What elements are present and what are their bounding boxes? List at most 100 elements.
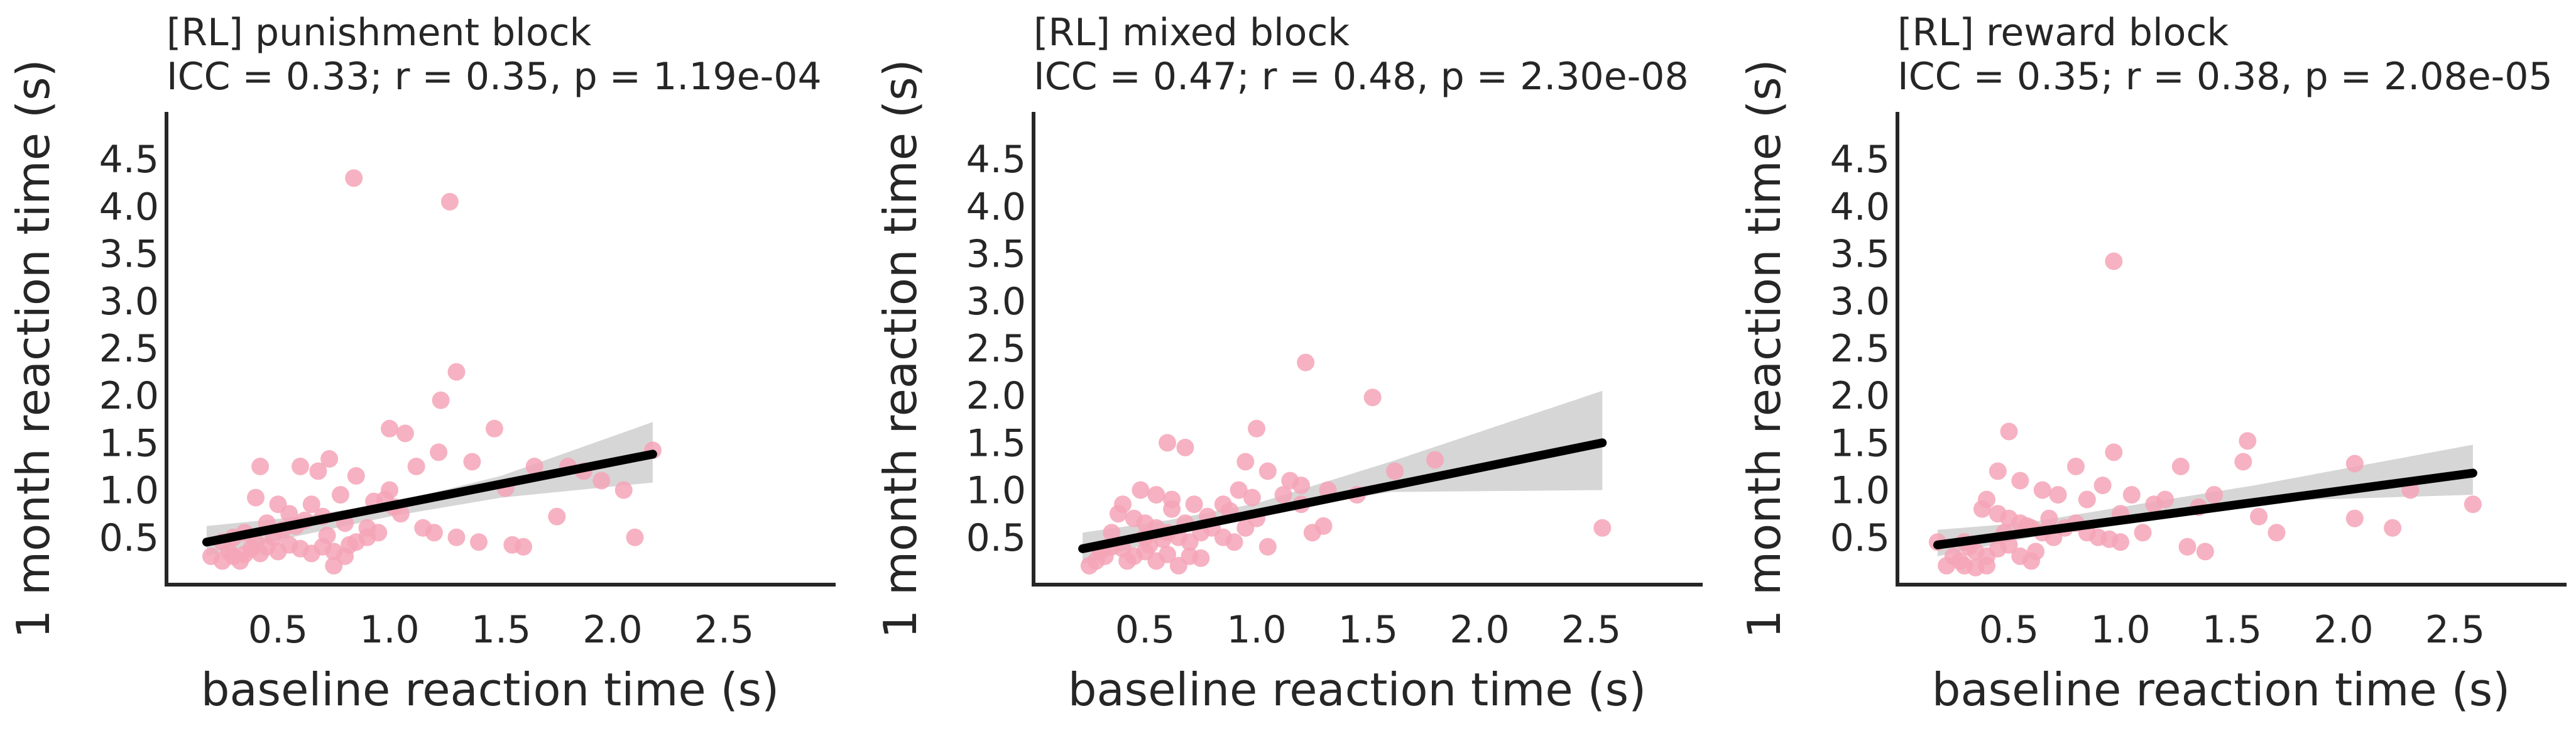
y-tick-label: 1.5 xyxy=(1830,421,1890,465)
x-tick-label: 1.5 xyxy=(2202,608,2262,652)
data-point xyxy=(463,453,481,471)
y-tick-label: 2.5 xyxy=(99,327,159,371)
y-tick-label: 1.0 xyxy=(99,469,159,513)
data-point xyxy=(1274,486,1292,504)
y-tick-label: 4.5 xyxy=(966,138,1026,182)
data-point xyxy=(2122,486,2141,504)
data-point xyxy=(331,486,349,504)
data-point xyxy=(2134,524,2152,542)
data-point xyxy=(2078,490,2096,509)
data-point xyxy=(292,458,309,475)
data-point xyxy=(251,458,270,475)
data-point xyxy=(1192,549,1210,567)
y-tick-label: 4.0 xyxy=(1830,185,1890,229)
data-point xyxy=(320,450,339,468)
data-point xyxy=(1118,552,1137,570)
x-tick-label: 0.5 xyxy=(1979,608,2039,652)
data-point xyxy=(2464,495,2482,514)
y-tick-label: 4.0 xyxy=(99,185,159,229)
y-tick-label: 0.5 xyxy=(966,516,1026,560)
regression-line xyxy=(202,449,657,547)
data-point xyxy=(2156,490,2174,509)
data-point xyxy=(2239,432,2257,450)
data-point xyxy=(247,488,265,507)
data-point xyxy=(1426,451,1444,469)
data-point xyxy=(1363,389,1382,407)
y-tick-label: 3.0 xyxy=(1830,280,1890,324)
data-point xyxy=(345,169,363,187)
x-tick-label: 2.0 xyxy=(1449,608,1509,652)
data-point xyxy=(369,524,388,542)
data-point xyxy=(626,528,644,546)
data-point xyxy=(2171,458,2190,475)
x-tick-label: 2.5 xyxy=(1561,608,1621,652)
data-point xyxy=(341,536,359,554)
data-point xyxy=(1248,419,1265,438)
data-point xyxy=(1292,477,1310,495)
data-point xyxy=(396,424,414,443)
x-tick-label: 0.5 xyxy=(1115,608,1175,652)
regression-line xyxy=(1933,468,2477,549)
x-tick-label: 1.0 xyxy=(2090,608,2150,652)
data-point xyxy=(2000,422,2018,441)
data-point xyxy=(432,391,450,409)
x-tick-label: 2.0 xyxy=(2313,608,2373,652)
y-tick-label: 1.0 xyxy=(966,469,1026,513)
data-point xyxy=(2105,443,2123,461)
y-axis-label: 1 month reaction time (s) xyxy=(1738,59,1791,638)
data-point xyxy=(407,458,425,475)
y-tick-label: 4.5 xyxy=(1830,138,1890,182)
data-point xyxy=(1185,495,1203,514)
y-tick-label: 2.5 xyxy=(966,327,1026,371)
data-point xyxy=(318,526,336,544)
data-point xyxy=(309,462,327,480)
subplot-subtitle: ICC = 0.33; r = 0.35, p = 1.19e-04 xyxy=(166,55,822,99)
data-point xyxy=(2384,519,2402,537)
y-tick-label: 4.0 xyxy=(966,185,1026,229)
x-axis-label: baseline reaction time (s) xyxy=(1932,663,2511,716)
data-point xyxy=(381,419,398,438)
data-point xyxy=(2205,486,2224,504)
subplot-reward-block: [RL] reward block ICC = 0.35; r = 0.38, … xyxy=(1738,11,2567,716)
data-point xyxy=(2345,455,2364,473)
data-point xyxy=(302,495,320,514)
regression-line xyxy=(1078,438,1607,553)
x-axis-label: baseline reaction time (s) xyxy=(1068,663,1647,716)
data-point xyxy=(2040,509,2058,527)
data-point xyxy=(1109,505,1127,523)
data-point xyxy=(1386,462,1404,480)
data-point xyxy=(2049,486,2067,504)
subplot-title: [RL] reward block xyxy=(1897,11,2229,55)
data-point xyxy=(1147,486,1165,504)
y-tick-label: 3.5 xyxy=(966,233,1026,277)
x-tick-label: 1.5 xyxy=(471,608,531,652)
data-point xyxy=(2178,537,2197,556)
data-point xyxy=(347,467,365,485)
y-axis-label: 1 month reaction time (s) xyxy=(7,59,60,638)
data-point xyxy=(515,537,532,556)
subplot-mixed-block: [RL] mixed block ICC = 0.47; r = 0.48, p… xyxy=(874,11,1703,716)
data-point xyxy=(1978,556,1995,575)
data-point xyxy=(2093,477,2112,495)
data-point xyxy=(1132,481,1150,499)
data-point xyxy=(614,481,633,499)
y-tick-label: 3.0 xyxy=(966,280,1026,324)
data-point xyxy=(2067,458,2085,475)
y-tick-label: 2.0 xyxy=(1830,374,1890,418)
data-point xyxy=(1236,453,1255,471)
data-point xyxy=(2250,507,2268,526)
y-tick-label: 3.0 xyxy=(99,280,159,324)
data-point xyxy=(1103,524,1121,542)
data-point xyxy=(430,443,448,461)
y-tick-label: 2.0 xyxy=(99,374,159,418)
y-tick-label: 0.5 xyxy=(99,516,159,560)
data-point xyxy=(1989,462,2007,480)
x-tick-label: 1.0 xyxy=(359,608,419,652)
data-point xyxy=(231,552,249,570)
data-point xyxy=(447,528,466,546)
data-point xyxy=(1258,537,1277,556)
data-point xyxy=(470,533,488,551)
data-point xyxy=(1159,434,1176,452)
data-point xyxy=(2234,453,2252,471)
data-point xyxy=(2105,252,2123,270)
